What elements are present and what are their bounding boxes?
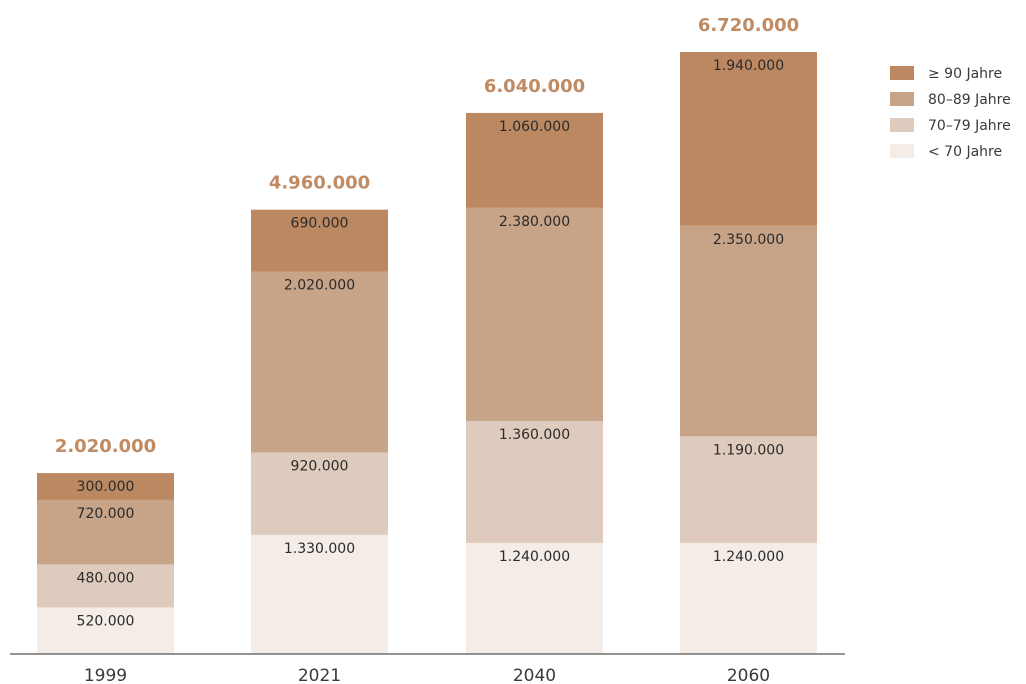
segment-value-label: 300.000 (77, 479, 135, 495)
segment-value-label: 920.000 (291, 458, 349, 474)
bar-segment-2021-4 (251, 209, 388, 272)
segment-value-label: 2.380.000 (499, 214, 570, 230)
x-tick-label: 2021 (298, 666, 341, 684)
segment-value-label: 690.000 (291, 216, 349, 232)
total-value-label: 2.020.000 (55, 436, 156, 457)
bar-segment-2040-2 (466, 421, 603, 543)
bar-segment-1999-2 (37, 564, 174, 608)
bar-segment-2060-4 (680, 52, 817, 226)
bar-segment-1999-1 (37, 607, 174, 654)
bar-segment-2040-1 (466, 542, 603, 654)
legend-swatch (890, 92, 914, 106)
bar-segment-1999-3 (37, 499, 174, 565)
bar-segment-2060-1 (680, 542, 817, 654)
total-value-label: 6.040.000 (484, 76, 585, 97)
total-value-label: 6.720.000 (698, 15, 799, 36)
legend-entry-label: ≥ 90 Jahre (928, 66, 1002, 82)
segment-value-label: 720.000 (77, 506, 135, 522)
bar-segment-2060-2 (680, 436, 817, 543)
segment-value-label: 1.940.000 (713, 58, 784, 74)
x-tick-label: 1999 (84, 666, 127, 684)
legend: ≥ 90 Jahre 80–89 Jahre 70–79 Jahre < 70 Jah… (890, 66, 1011, 160)
segment-value-label: 1.240.000 (499, 549, 570, 565)
legend-swatch (890, 118, 914, 132)
legend-entry-label: < 70 Jahre (928, 144, 1002, 160)
bar-segment-2040-3 (466, 207, 603, 422)
legend-entry-label: 70–79 Jahre (928, 118, 1011, 134)
legend-swatch (890, 144, 914, 158)
legend-swatch (890, 66, 914, 80)
total-value-label: 4.960.000 (269, 173, 370, 194)
bar-segment-2021-2 (251, 452, 388, 535)
x-tick-label: 2040 (513, 666, 556, 684)
bar-segment-2060-3 (680, 225, 817, 437)
bar-segment-2021-1 (251, 534, 388, 654)
segment-value-label: 1.190.000 (713, 442, 784, 458)
legend-entry-label: 80–89 Jahre (928, 92, 1011, 108)
segment-value-label: 1.330.000 (284, 541, 355, 557)
segment-value-label: 520.000 (77, 613, 135, 629)
segment-value-label: 1.060.000 (499, 119, 570, 135)
total-labels-group: 2.020.000 4.960.000 6.040.000 6.720.000 (55, 15, 799, 457)
segment-value-label: 1.360.000 (499, 427, 570, 443)
segment-value-label: 480.000 (77, 570, 135, 586)
bar-segment-1999-4 (37, 473, 174, 500)
segment-labels-group: 520.000 480.000 720.000 300.000 1.330.000 920… (77, 58, 785, 629)
x-tick-labels-group: 1999 2021 2040 2060 (84, 666, 770, 684)
bar-segment-2021-3 (251, 271, 388, 453)
bar-segment-2040-4 (466, 112, 603, 208)
segment-value-label: 2.350.000 (713, 232, 784, 248)
bars-group (37, 52, 817, 654)
segment-value-label: 1.240.000 (713, 549, 784, 565)
segment-value-label: 2.020.000 (284, 277, 355, 293)
x-tick-label: 2060 (727, 666, 770, 684)
